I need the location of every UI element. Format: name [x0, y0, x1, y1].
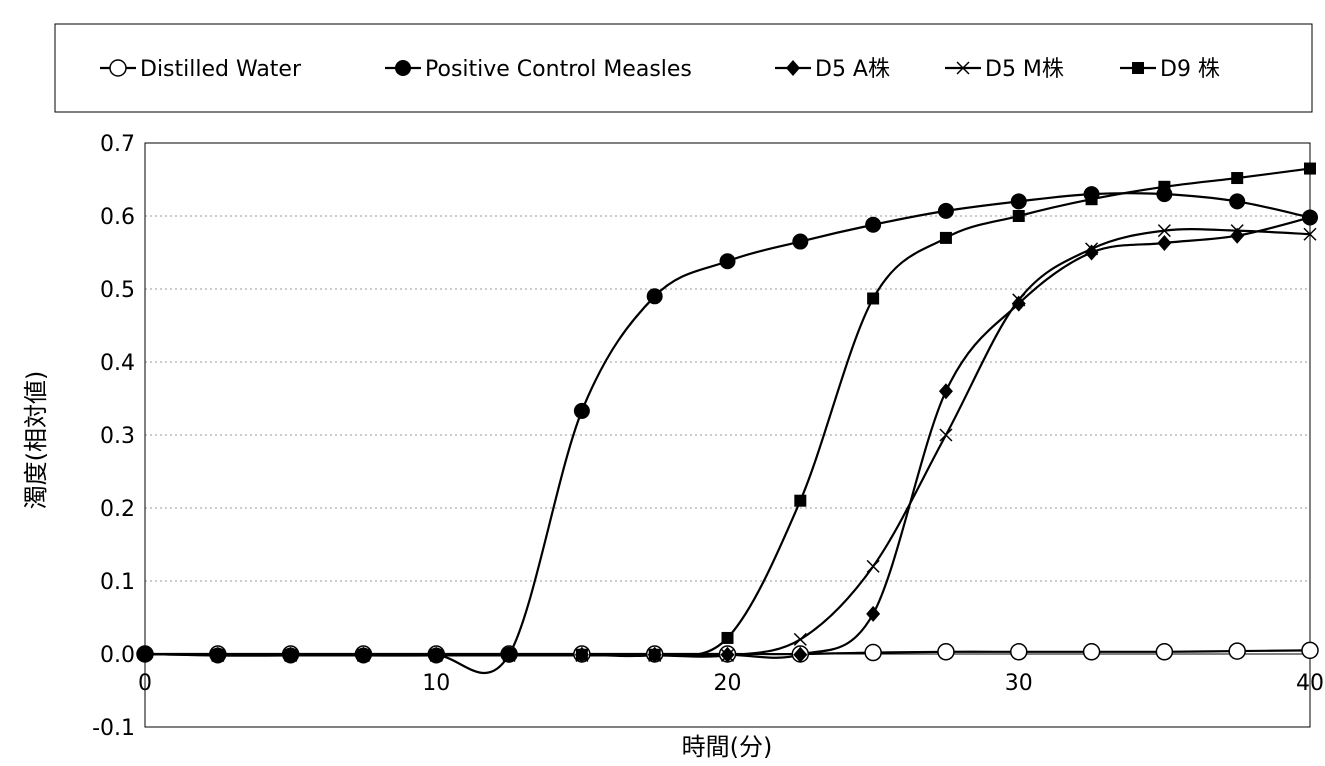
- data-point-d9: [794, 494, 807, 507]
- data-point-d9: [1012, 210, 1025, 222]
- legend: Distilled Water Positive Control Measles D…: [54, 23, 1313, 113]
- gridlines: [145, 215, 1310, 582]
- legend-marker-positive-control-measles: [395, 60, 411, 76]
- legend-marker-d5-m: [956, 61, 970, 75]
- data-point-positive-control-measles: [937, 202, 954, 219]
- data-point-d9: [139, 648, 151, 660]
- legend-label-d9: D9 株: [1160, 57, 1220, 82]
- y-tick-label: 0.0: [100, 643, 135, 668]
- y-axis-title: 濁度(相対値): [22, 371, 50, 510]
- data-point-d9: [1085, 193, 1098, 206]
- data-point-distilled-water: [937, 643, 955, 661]
- data-point-d5-m: [939, 428, 953, 442]
- x-axis-title: 時間(分): [682, 733, 773, 761]
- data-point-positive-control-measles: [1229, 193, 1246, 210]
- data-point-d9: [1231, 172, 1244, 185]
- legend-label-positive-control-measles: Positive Control Measles: [425, 57, 692, 82]
- data-point-d5-m: [793, 632, 807, 646]
- data-point-d5-m: [1303, 227, 1317, 241]
- x-tick-label: 30: [1005, 671, 1033, 696]
- data-point-d5-a: [1230, 227, 1245, 244]
- y-tick-label: 0.1: [100, 570, 135, 595]
- data-point-positive-control-measles: [573, 402, 590, 419]
- data-point-d5-a: [1084, 244, 1099, 261]
- data-point-d5-a: [1011, 295, 1026, 312]
- series-markers: [136, 162, 1319, 664]
- data-point-d9: [211, 648, 224, 661]
- data-point-d5-a: [938, 383, 953, 400]
- data-point-distilled-water: [1301, 641, 1319, 660]
- plot-area-frame: [144, 142, 1311, 728]
- data-point-positive-control-measles: [865, 216, 882, 233]
- axes: -0.1 0.0 0.1 0.2 0.3 0.4 0.5 0.6 0.7 0 10 20 30 40: [92, 132, 1324, 741]
- data-point-d9: [1158, 180, 1171, 193]
- y-tick-label: 0.7: [100, 132, 135, 157]
- x-tick-label: 10: [422, 671, 450, 696]
- data-point-distilled-water: [1228, 642, 1246, 660]
- data-point-d5-a: [793, 646, 808, 663]
- legend-label-d5-m: D5 M株: [985, 57, 1064, 82]
- data-point-distilled-water: [1155, 643, 1174, 661]
- x-tick-label: 0: [138, 671, 152, 696]
- data-point-d9: [721, 631, 734, 644]
- data-point-d5-a: [1303, 209, 1317, 226]
- data-point-d5-m: [1157, 224, 1171, 238]
- y-tick-label: 0.4: [100, 351, 135, 376]
- data-point-distilled-water: [1082, 643, 1101, 661]
- data-point-d5-m: [1012, 293, 1026, 307]
- data-point-d9: [575, 648, 588, 661]
- data-point-distilled-water: [864, 643, 882, 662]
- data-point-positive-control-measles: [646, 288, 663, 305]
- series-line-d9: [144, 167, 1311, 658]
- x-tick-label: 40: [1296, 671, 1324, 696]
- data-point-d5-a: [866, 605, 881, 622]
- series-line-d5-m: [144, 228, 1311, 658]
- legend-marker-distilled-water: [109, 59, 127, 77]
- data-point-distilled-water: [1010, 643, 1028, 661]
- data-point-d9: [867, 292, 880, 305]
- legend-box: [54, 23, 1313, 113]
- data-point-d9: [1304, 162, 1316, 175]
- data-point-d5-m: [720, 648, 735, 662]
- data-point-positive-control-measles: [719, 253, 736, 270]
- data-point-d9: [284, 648, 297, 661]
- data-point-d9: [357, 648, 370, 661]
- data-point-d5-m: [866, 559, 880, 573]
- data-point-d9: [939, 231, 952, 244]
- legend-marker-d5-a: [786, 60, 800, 76]
- legend-marker-d9: [1132, 62, 1144, 74]
- x-tick-label: 20: [714, 671, 742, 696]
- series-lines: [144, 167, 1311, 675]
- data-point-d5-a: [1157, 235, 1172, 252]
- y-tick-label: 0.2: [100, 497, 135, 522]
- legend-label-d5-a: D5 A株: [815, 57, 890, 82]
- y-tick-label: 0.5: [100, 278, 135, 303]
- y-tick-label: -0.1: [92, 716, 135, 741]
- data-point-d9: [430, 648, 443, 661]
- y-tick-label: 0.3: [100, 424, 135, 449]
- legend-label-distilled-water: Distilled Water: [140, 57, 302, 82]
- series-line-d5-a: [144, 216, 1311, 659]
- data-point-d9: [648, 648, 661, 661]
- data-point-d5-m: [1230, 224, 1244, 238]
- data-point-d5-m: [1085, 242, 1099, 256]
- data-point-positive-control-measles: [1010, 193, 1027, 210]
- data-point-positive-control-measles: [792, 233, 809, 250]
- data-point-d9: [503, 648, 516, 661]
- y-tick-label: 0.6: [100, 205, 135, 230]
